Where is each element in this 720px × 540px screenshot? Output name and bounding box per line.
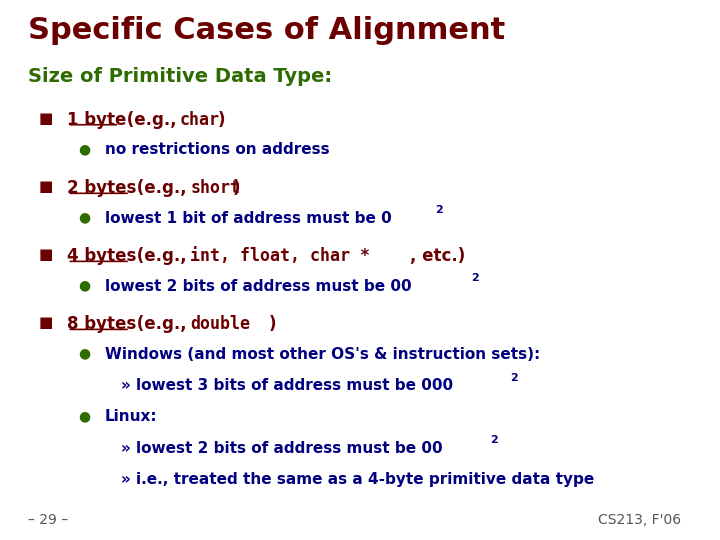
Text: short: short bbox=[190, 179, 240, 197]
Text: ■: ■ bbox=[39, 111, 53, 126]
Text: 8 bytes: 8 bytes bbox=[68, 315, 137, 333]
Text: ): ) bbox=[218, 111, 225, 129]
Text: ●: ● bbox=[78, 211, 90, 225]
Text: (e.g.,: (e.g., bbox=[121, 111, 182, 129]
Text: no restrictions on address: no restrictions on address bbox=[105, 142, 330, 157]
Text: ■: ■ bbox=[39, 315, 53, 330]
Text: 1 byte: 1 byte bbox=[68, 111, 127, 129]
Text: 2: 2 bbox=[435, 205, 443, 215]
Text: (e.g.,: (e.g., bbox=[131, 247, 193, 265]
Text: ●: ● bbox=[78, 279, 90, 293]
Text: 4 bytes: 4 bytes bbox=[68, 247, 137, 265]
Text: ■: ■ bbox=[39, 179, 53, 194]
Text: 2: 2 bbox=[472, 273, 479, 284]
Text: » lowest 3 bits of address must be 000: » lowest 3 bits of address must be 000 bbox=[121, 378, 453, 393]
Text: – 29 –: – 29 – bbox=[28, 512, 68, 526]
Text: (e.g.,: (e.g., bbox=[131, 315, 193, 333]
Text: ■: ■ bbox=[39, 247, 53, 262]
Text: int, float, char *: int, float, char * bbox=[190, 247, 370, 265]
Text: 2: 2 bbox=[490, 435, 498, 445]
Text: 2 bytes: 2 bytes bbox=[68, 179, 137, 197]
Text: lowest 1 bit of address must be 0: lowest 1 bit of address must be 0 bbox=[105, 211, 392, 226]
Text: ): ) bbox=[269, 315, 276, 333]
Text: Windows (and most other OS's & instruction sets):: Windows (and most other OS's & instructi… bbox=[105, 347, 540, 362]
Text: (e.g.,: (e.g., bbox=[131, 179, 193, 197]
Text: CS213, F'06: CS213, F'06 bbox=[598, 512, 682, 526]
Text: 2: 2 bbox=[510, 373, 518, 383]
Text: char: char bbox=[179, 111, 220, 129]
Text: ●: ● bbox=[78, 409, 90, 423]
Text: double: double bbox=[190, 315, 251, 333]
Text: ●: ● bbox=[78, 142, 90, 156]
Text: , etc.): , etc.) bbox=[410, 247, 466, 265]
Text: Size of Primitive Data Type:: Size of Primitive Data Type: bbox=[28, 68, 333, 86]
Text: Linux:: Linux: bbox=[105, 409, 158, 424]
Text: ): ) bbox=[233, 179, 240, 197]
Text: lowest 2 bits of address must be 00: lowest 2 bits of address must be 00 bbox=[105, 279, 412, 294]
Text: » lowest 2 bits of address must be 00: » lowest 2 bits of address must be 00 bbox=[121, 441, 442, 456]
Text: Specific Cases of Alignment: Specific Cases of Alignment bbox=[28, 16, 505, 45]
Text: » i.e., treated the same as a 4-byte primitive data type: » i.e., treated the same as a 4-byte pri… bbox=[121, 472, 594, 487]
Text: ●: ● bbox=[78, 347, 90, 361]
